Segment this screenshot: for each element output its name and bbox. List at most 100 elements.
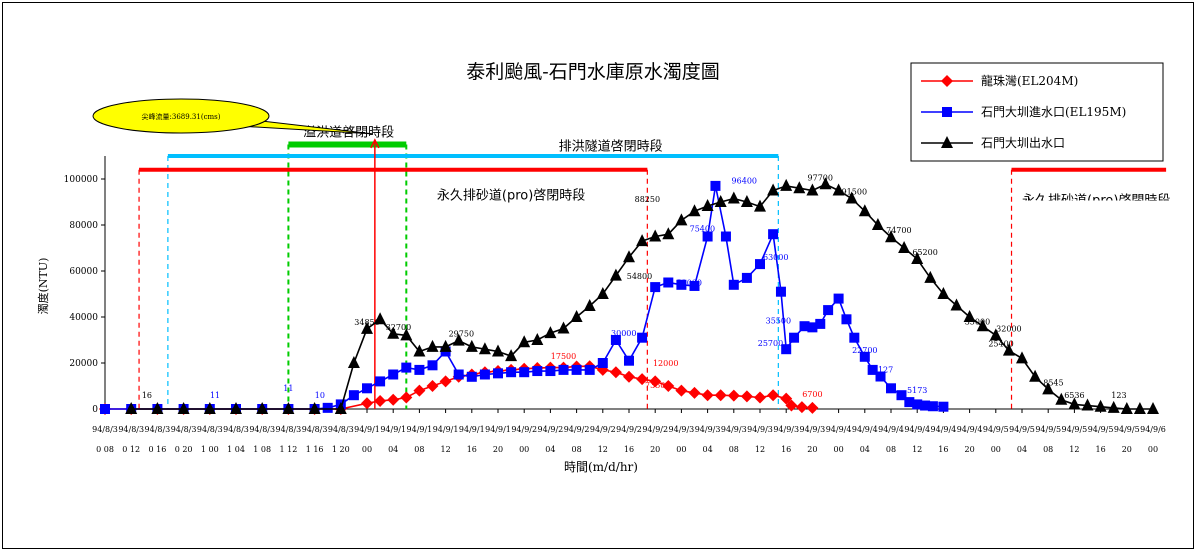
data-label: 16: [142, 391, 152, 400]
data-point-1: [867, 364, 878, 375]
diamond-marker: [714, 389, 727, 402]
square-marker: [728, 279, 739, 290]
data-point-1: [904, 397, 915, 408]
square-marker: [362, 383, 372, 394]
triangle-marker: [531, 333, 544, 345]
x-tick-label-date: 94/9/1: [459, 425, 485, 434]
x-tick-label-date: 94/8/3: [92, 425, 118, 434]
square-marker: [815, 318, 826, 329]
data-point-1: [610, 335, 621, 345]
square-marker: [833, 293, 844, 304]
square-marker: [519, 367, 530, 378]
data-point-2: [911, 252, 924, 265]
x-tick-label-date: 94/8/3: [302, 425, 328, 434]
peak-flow-text: 尖峰流量:3689.31(cms): [142, 112, 221, 121]
square-marker: [532, 366, 543, 377]
data-point-2: [1029, 369, 1042, 382]
data-point-1: [427, 360, 438, 371]
data-point-2: [230, 402, 242, 414]
x-tick-label-date: 94/9/5: [1009, 425, 1035, 434]
square-marker: [904, 397, 915, 408]
square-marker: [493, 368, 503, 379]
triangle-marker: [413, 344, 426, 357]
square-marker: [775, 286, 786, 297]
triangle-marker: [583, 298, 596, 311]
triangle-marker: [203, 402, 216, 414]
x-tick-label-hour: 04: [1017, 445, 1027, 454]
data-point-2: [793, 181, 806, 194]
data-point-1: [493, 368, 503, 379]
triangle-marker: [505, 349, 518, 362]
x-tick-label-hour: 08: [414, 445, 424, 454]
diamond-marker: [426, 380, 439, 392]
square-marker: [414, 364, 425, 375]
square-marker: [571, 364, 582, 375]
x-tick-label-hour: 00: [991, 445, 1001, 454]
x-tick-label-date: 94/8/3: [328, 425, 354, 434]
diamond-marker: [795, 401, 808, 414]
legend-entry-label: 石門大圳出水口: [981, 136, 1065, 150]
x-tick-label-hour: 20: [493, 445, 503, 454]
x-tick-label-hour: 20: [965, 445, 975, 454]
data-point-1: [807, 322, 818, 333]
data-point-2: [832, 183, 845, 196]
legend-square-marker: [942, 107, 952, 117]
data-label: 32000: [996, 324, 1021, 333]
data-point-1: [322, 402, 333, 413]
data-point-2: [871, 218, 884, 230]
triangle-marker: [701, 199, 714, 212]
data-point-2: [609, 268, 622, 281]
data-point-1: [799, 321, 810, 332]
data-point-1: [912, 399, 923, 410]
data-point-0: [727, 389, 740, 402]
square-marker: [920, 400, 931, 411]
data-point-1: [859, 351, 870, 362]
triangle-marker: [1081, 398, 1094, 411]
x-tick-label-hour: 00: [1148, 445, 1158, 454]
square-marker: [789, 332, 800, 343]
triangle-marker: [256, 402, 269, 414]
data-point-0: [714, 389, 727, 402]
data-point-2: [780, 178, 793, 191]
triangle-marker: [662, 227, 675, 240]
data-label: 35000: [965, 318, 990, 327]
diamond-marker: [701, 389, 714, 402]
x-axis-label: 時間(m/d/hr): [564, 460, 638, 474]
data-point-1: [100, 404, 110, 414]
x-tick-label-hour: 20: [650, 445, 660, 454]
data-point-0: [795, 401, 808, 414]
chart-title: 泰利颱風-石門水庫原水濁度圖: [466, 61, 719, 83]
square-marker: [807, 322, 818, 333]
square-marker: [710, 180, 721, 191]
triangle-marker: [609, 268, 622, 281]
data-label: 12000: [653, 359, 678, 368]
x-tick-label-date: 94/9/3: [747, 425, 773, 434]
data-point-2: [1107, 400, 1120, 413]
x-tick-label-hour: 12: [598, 445, 608, 454]
data-point-1: [571, 364, 582, 375]
triangle-marker: [334, 402, 347, 414]
diamond-marker: [439, 375, 452, 388]
data-point-1: [815, 318, 826, 329]
x-tick-label-date: 94/9/3: [773, 425, 799, 434]
data-point-2: [924, 270, 937, 283]
triangle-marker: [793, 181, 806, 194]
data-point-1: [584, 364, 595, 375]
data-label: 75400: [690, 225, 715, 234]
data-point-2: [557, 321, 570, 334]
data-point-0: [662, 380, 675, 392]
data-point-0: [374, 394, 387, 407]
data-point-2: [845, 191, 858, 204]
y-tick-label: 60000: [69, 267, 98, 277]
triangle-marker: [871, 218, 884, 230]
x-tick-label-hour: 12: [441, 445, 451, 454]
data-point-2: [478, 342, 491, 355]
data-point-0: [413, 384, 426, 397]
data-label: 11: [210, 391, 220, 400]
data-point-2: [1147, 402, 1159, 414]
data-point-2: [937, 287, 950, 299]
data-label: 6700: [802, 390, 822, 399]
peak-marker-arrowhead: [370, 138, 380, 149]
x-tick-label-hour: 00: [519, 445, 529, 454]
legend-entry-label: 石門大圳進水口(EL195M): [981, 105, 1126, 119]
